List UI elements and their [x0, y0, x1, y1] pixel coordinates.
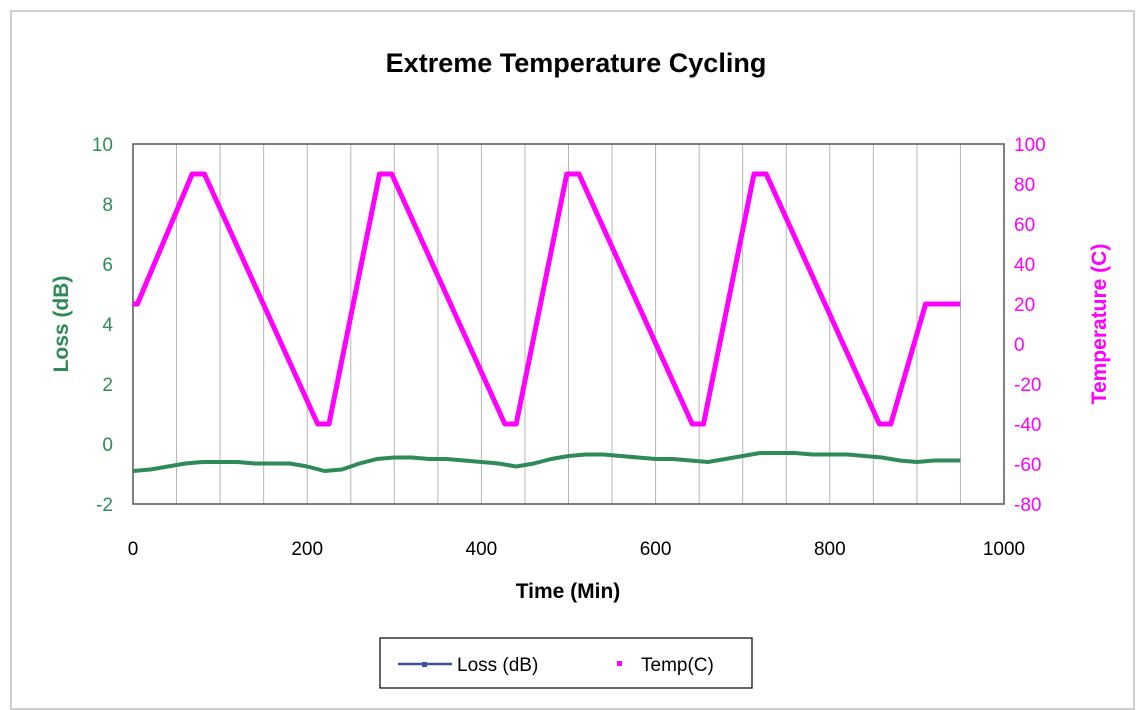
x-tick-label: 0	[128, 539, 139, 560]
x-tick-label: 1000	[983, 539, 1025, 560]
y2-tick-label: 80	[1014, 175, 1035, 196]
y2-axis-title: Temperature (C)	[1088, 244, 1111, 405]
legend: Loss (dB) Temp(C)	[379, 637, 753, 689]
y2-tick-label: -60	[1014, 455, 1041, 476]
legend-loss-label: Loss (dB)	[457, 655, 538, 676]
y-tick-label: 2	[102, 375, 113, 396]
y2-tick-label: 60	[1014, 215, 1035, 236]
x-tick-label: 800	[814, 539, 846, 560]
legend-temp-marker	[617, 661, 622, 666]
y-tick-label: -2	[96, 495, 113, 516]
y2-tick-label: 40	[1014, 255, 1035, 276]
series-loss-line	[132, 451, 961, 473]
y2-tick-label: 20	[1014, 295, 1035, 316]
legend-temp-label: Temp(C)	[641, 655, 714, 676]
chart-frame	[10, 10, 1135, 710]
x-axis-title: Time (Min)	[516, 580, 621, 603]
y-tick-label: 10	[92, 135, 113, 156]
y2-tick-label: 0	[1014, 335, 1025, 356]
chart: Extreme Temperature Cycling 0 200 400 600 80…	[50, 48, 1111, 689]
y-tick-label: 6	[102, 255, 113, 276]
plot-area	[132, 143, 1005, 505]
legend-loss-marker	[422, 662, 427, 667]
tick-labels: 0 200 400 600 800 1000-20246810-80-60-40-2002…	[92, 135, 1046, 560]
y2-tick-label: 100	[1014, 135, 1046, 156]
chart-title: Extreme Temperature Cycling	[386, 48, 767, 78]
series-layer	[132, 171, 961, 473]
y2-tick-label: -20	[1014, 375, 1041, 396]
x-tick-label: 400	[466, 539, 498, 560]
y2-tick-label: -40	[1014, 415, 1041, 436]
series-temp-line	[133, 171, 961, 427]
y-axis-title: Loss (dB)	[50, 276, 73, 373]
y2-tick-label: -80	[1014, 495, 1041, 516]
y-tick-label: 4	[102, 315, 113, 336]
grid	[176, 144, 961, 504]
y-tick-label: 8	[102, 195, 113, 216]
x-tick-label: 200	[291, 539, 323, 560]
x-tick-label: 600	[640, 539, 672, 560]
y-tick-label: 0	[102, 435, 113, 456]
